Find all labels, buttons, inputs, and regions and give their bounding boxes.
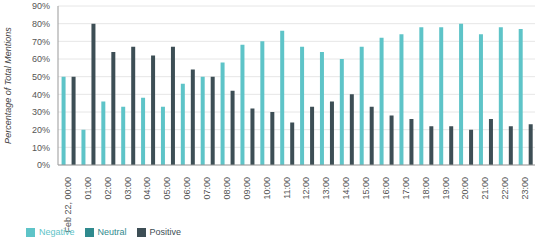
svg-text:18:00: 18:00 [421,177,431,200]
svg-text:15:00: 15:00 [361,177,371,200]
svg-text:13:00: 13:00 [321,177,331,200]
svg-text:14:00: 14:00 [341,177,351,200]
svg-text:04:00: 04:00 [142,177,152,200]
svg-text:20:00: 20:00 [460,177,470,200]
svg-text:02:00: 02:00 [103,177,113,200]
svg-text:03:00: 03:00 [123,177,133,200]
svg-text:Percentage of Total Mentions: Percentage of Total Mentions [8,27,13,144]
svg-text:80%: 80% [32,19,50,29]
html-text:Negative: Negative [39,227,75,237]
svg-text:60%: 60% [32,54,50,64]
svg-text:21:00: 21:00 [480,177,490,200]
svg-text:09:00: 09:00 [242,177,252,200]
svg-text:23:00: 23:00 [520,177,530,200]
svg-text:05:00: 05:00 [162,177,172,200]
svg-text:12:00: 12:00 [301,177,311,200]
html-text:Neutral: Neutral [97,227,127,237]
svg-text:40%: 40% [32,90,50,100]
svg-text:30%: 30% [32,107,50,117]
svg-text:11:00: 11:00 [282,177,292,199]
svg-text:50%: 50% [32,72,50,82]
html-text:Positive: Positive [149,227,182,237]
svg-text:Feb 22, 00:00: Feb 22, 00:00 [63,177,73,233]
svg-text:90%: 90% [32,1,50,11]
svg-text:19:00: 19:00 [441,177,451,200]
svg-text:07:00: 07:00 [202,177,212,200]
svg-text:16:00: 16:00 [381,177,391,200]
svg-text:06:00: 06:00 [182,177,192,200]
svg-text:20%: 20% [32,125,50,135]
svg-text:22:00: 22:00 [500,177,510,200]
svg-text:08:00: 08:00 [222,177,232,200]
svg-text:01:00: 01:00 [83,177,93,200]
svg-text:10%: 10% [32,143,50,153]
svg-text:70%: 70% [32,37,50,47]
svg-text:0%: 0% [37,160,50,170]
svg-text:10:00: 10:00 [262,177,272,200]
svg-text:17:00: 17:00 [401,177,411,200]
